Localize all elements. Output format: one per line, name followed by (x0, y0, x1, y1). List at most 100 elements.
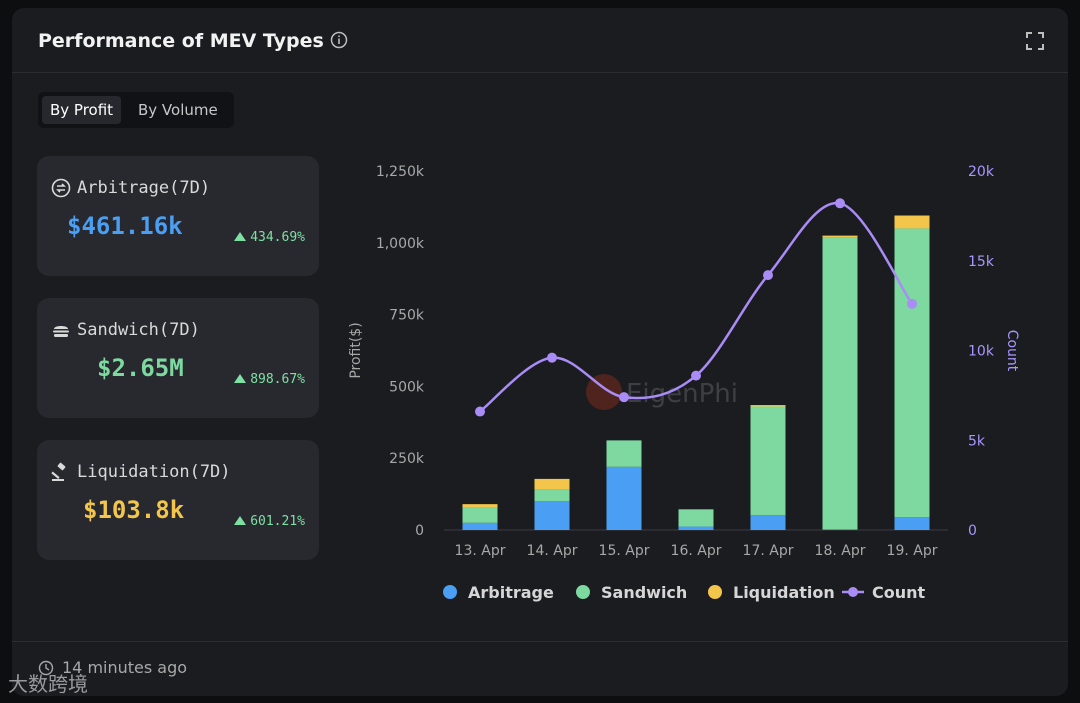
bar-sandwich (894, 228, 930, 518)
stat-change-value: 434.69% (250, 230, 305, 245)
sandwich-icon (53, 326, 69, 337)
stat-card-sandwich: Sandwich(7D) $2.65M 898.67% (37, 298, 319, 418)
legend-swatch (443, 585, 457, 599)
count-point (547, 352, 557, 363)
y2-axis-title: Count (1004, 330, 1020, 372)
stat-change: 434.69% (234, 230, 305, 245)
chart-legend: Arbitrage Sandwich Liquidation Count (443, 583, 926, 602)
x-tick-label: 13. Apr (455, 543, 506, 559)
stat-change-value: 601.21% (250, 514, 305, 529)
up-arrow-icon (234, 232, 247, 241)
legend-label: Arbitrage (468, 583, 554, 602)
stat-card-arbitrage: Arbitrage(7D) $461.16k 434.69% (37, 156, 319, 276)
stat-card-liquidation: Liquidation(7D) $103.8k 601.21% (37, 440, 319, 560)
stat-change-value: 898.67% (250, 372, 305, 387)
stat-value: $2.65M (97, 354, 184, 382)
legend-item-liquidation: Liquidation (708, 583, 835, 602)
y2-tick-label: 10k (968, 344, 995, 360)
clock-icon (38, 660, 54, 676)
legend-item-arbitrage: Arbitrage (443, 583, 554, 602)
y2-tick-label: 15k (968, 254, 995, 270)
count-point (835, 198, 845, 209)
bar-arbitrage (822, 529, 858, 530)
y-tick-label: 1,250k (376, 164, 425, 180)
stat-value: $103.8k (83, 496, 185, 524)
y-tick-label: 750k (389, 308, 425, 324)
x-tick-label: 14. Apr (527, 543, 578, 559)
info-icon[interactable] (330, 31, 348, 49)
legend-item-sandwich: Sandwich (576, 583, 687, 602)
bar-arbitrage (678, 526, 714, 530)
legend-swatch (848, 587, 858, 597)
bar-sandwich (462, 507, 498, 523)
bar-sandwich (606, 440, 642, 467)
bar-sandwich (534, 489, 570, 502)
header-divider (12, 72, 1068, 73)
bar-liquidation (894, 215, 930, 229)
eigenphi-logo-icon (586, 374, 622, 410)
legend-label: Sandwich (601, 583, 687, 602)
tab-by-volume[interactable]: By Volume (138, 101, 218, 119)
site-watermark: 大数跨境 (8, 672, 88, 696)
chart-axes: 0 250k 500k 750k 1,000k 1,250k 0 5k 10k 15k 20k Pro… (348, 164, 1020, 559)
chart-count-line (475, 198, 917, 417)
bar-liquidation (822, 235, 858, 238)
x-tick-label: 19. Apr (887, 543, 938, 559)
legend-swatch (708, 585, 722, 599)
chart-watermark: EigenPhi (586, 374, 738, 410)
bar-arbitrage (534, 501, 570, 530)
last-updated: 14 minutes ago (62, 658, 188, 677)
gavel-icon (51, 462, 66, 481)
y2-tick-label: 20k (968, 164, 995, 180)
y2-tick-label: 0 (968, 523, 977, 539)
bar-liquidation (750, 405, 786, 407)
watermark-text: EigenPhi (626, 379, 738, 409)
up-arrow-icon (234, 516, 247, 525)
count-point (691, 370, 701, 381)
bar-arbitrage (462, 522, 498, 530)
mev-chart: EigenPhi 0 250k 500k 750k 1,000k 1,250k 0 5k 10k… (348, 164, 1020, 602)
x-tick-label: 17. Apr (743, 543, 794, 559)
stat-label: Sandwich(7D) (77, 320, 200, 340)
stat-change: 601.21% (234, 514, 305, 529)
stat-change: 898.67% (234, 372, 305, 387)
count-point (907, 298, 917, 309)
y-axis-title: Profit($) (348, 322, 364, 378)
x-tick-label: 18. Apr (815, 543, 866, 559)
up-arrow-icon (234, 374, 247, 383)
count-point (763, 270, 773, 281)
legend-label: Count (872, 583, 926, 602)
y-tick-label: 1,000k (376, 236, 425, 252)
footer-divider (12, 641, 1068, 642)
card-title: Performance of MEV Types (38, 30, 324, 52)
bar-sandwich (678, 509, 714, 527)
bar-liquidation (534, 478, 570, 490)
legend-label: Liquidation (733, 583, 835, 602)
x-tick-label: 15. Apr (599, 543, 650, 559)
bar-arbitrage (750, 515, 786, 530)
arbitrage-icon (51, 178, 71, 198)
y-tick-label: 250k (389, 451, 425, 467)
x-tick-label: 16. Apr (671, 543, 722, 559)
tab-by-profit[interactable]: By Profit (42, 96, 122, 124)
expand-icon[interactable] (1025, 31, 1045, 51)
bar-liquidation (462, 504, 498, 508)
bar-arbitrage (606, 466, 642, 530)
chart-bars (462, 215, 930, 530)
bar-arbitrage (894, 517, 930, 530)
mev-performance-card: Performance of MEV Types By Profit By Vo… (12, 8, 1068, 696)
y2-tick-label: 5k (968, 433, 986, 449)
stat-label: Liquidation(7D) (77, 462, 231, 482)
legend-item-count: Count (842, 583, 926, 602)
metric-toggle: By Profit By Volume (38, 92, 234, 128)
stat-value: $461.16k (67, 212, 183, 240)
y-tick-label: 500k (389, 379, 425, 395)
legend-swatch (576, 585, 590, 599)
stat-label: Arbitrage(7D) (77, 178, 211, 198)
bar-sandwich (822, 237, 858, 530)
bar-sandwich (750, 406, 786, 516)
count-point (619, 392, 629, 403)
y-tick-label: 0 (415, 523, 424, 539)
count-point (475, 406, 485, 417)
